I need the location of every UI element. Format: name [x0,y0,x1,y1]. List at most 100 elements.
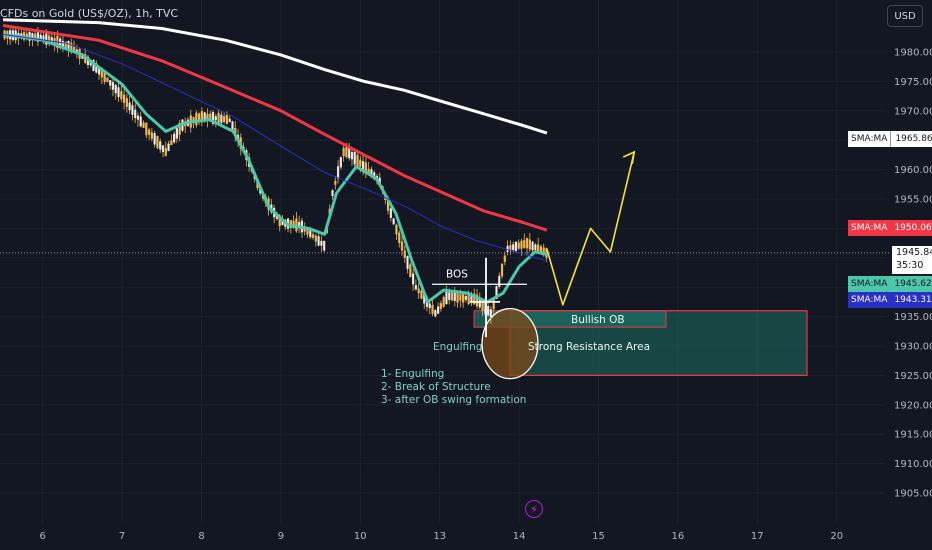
y-tick-label: 1905.00 [894,489,932,500]
candle-body [417,288,420,294]
y-tick-label: 1925.00 [894,371,932,382]
candle-body [475,294,479,307]
candle-body [339,157,342,168]
candle-body [195,112,198,126]
candle-body [122,94,126,103]
candle-body [31,33,34,40]
candle-body [473,293,476,305]
candle-body [331,190,334,197]
x-tick-label: 10 [354,531,367,542]
lightning-icon[interactable]: ⚡ [525,500,543,518]
candle-body [431,305,434,314]
candle-body [198,113,201,123]
candle-body [228,118,231,123]
candle-body [109,80,112,86]
candle-body [336,166,340,179]
candle-body [103,71,106,82]
annotations-bullish_ob: Bullish OB [571,314,625,326]
x-tick-label: 17 [751,531,764,542]
candle-body [364,162,367,174]
candle-body [117,87,120,98]
zones [473,307,808,380]
candle-body [100,69,103,78]
candle-body [217,112,220,125]
y-tick-label: 1980.00 [894,48,932,59]
candle-body [428,303,431,309]
candle-body [481,300,484,311]
candle-body [178,122,181,135]
candle-body [528,239,531,250]
sma-blue-label: SMA:MA [848,292,891,308]
candle-body [389,208,392,218]
sma-teal-value: 1945.62 [890,276,932,292]
candle-body [398,232,401,243]
candle-body [378,177,381,185]
candle-body [114,84,117,94]
candle-body [97,66,101,75]
candle-body [464,296,468,300]
y-tick-label: 1935.00 [894,312,932,323]
engulfing-circle [481,307,539,380]
x-tick-label: 15 [592,531,605,542]
candle-body [395,224,398,235]
candle-body [281,220,284,226]
candle-body [489,309,493,318]
candle-body [136,115,140,120]
candle-body [450,292,454,301]
candle-body [478,298,481,308]
y-tick-label: 1915.00 [894,430,932,441]
candle-body [342,147,345,157]
candle-body [278,215,281,227]
sma-white-value: 1965.86 [890,131,932,147]
candle-body [159,141,162,150]
candle-body [512,244,515,251]
candle-body [370,169,373,178]
candle-body [150,132,153,139]
sma-red-badge: SMA:MA 1950.06 [848,220,932,236]
candle-body [320,240,323,246]
currency-button[interactable]: USD [887,5,923,27]
series-lines [2,18,636,325]
candle-body [453,292,456,301]
candle-body [298,222,301,229]
chart-title: CFDs on Gold (US$/OZ), 1h, TVC [0,7,179,20]
y-tick-label: 1975.00 [894,77,932,88]
candle-body [72,46,76,52]
y-tick-label: 1910.00 [894,459,932,470]
projection-arrowhead [622,150,636,165]
candle-body [209,113,212,122]
candle-body [142,122,145,128]
candle-body [42,35,45,40]
x-tick-label: 16 [672,531,685,542]
candle-body [89,61,92,66]
candle-body [234,127,237,136]
candle-body [220,114,223,123]
sma-line [2,18,548,135]
y-tick-label: 1970.00 [894,106,932,117]
candle-body [445,291,448,305]
candle-body [128,102,131,111]
sma-blue-badge: SMA:MA 1943.31 [848,292,932,308]
candle-body [86,56,90,65]
candle-body [161,145,165,152]
candle-body [345,144,348,158]
candle-body [153,133,156,145]
candle-body [25,33,28,39]
candle-body [403,250,406,258]
candle-body [439,303,442,309]
candle-body [175,128,178,139]
x-tick-label: 9 [278,531,284,542]
candle-body [28,31,31,41]
y-tick-label: 1955.00 [894,195,932,206]
candle-body [350,152,354,160]
candle-body [434,309,437,317]
candle-body [139,116,142,127]
candle-body [348,148,351,159]
candle-body [295,218,298,232]
candle-body [156,136,159,149]
candle-body [95,63,98,73]
candle-body [487,306,490,316]
candle-body [223,116,226,122]
x-tick-label: 8 [198,531,204,542]
